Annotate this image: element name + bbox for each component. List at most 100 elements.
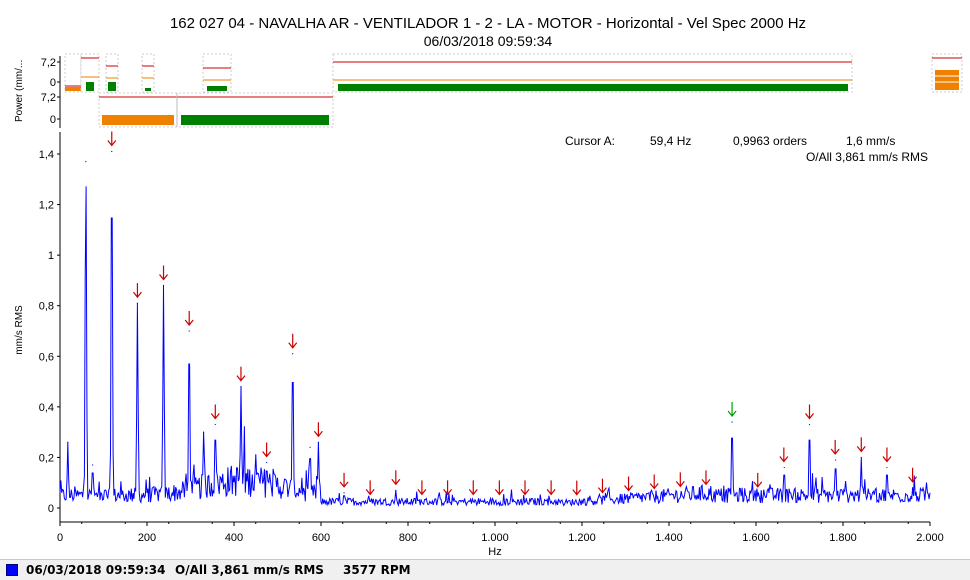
y-tick-label: 1,4 xyxy=(39,149,54,161)
y-axis-label: mm/s RMS xyxy=(14,305,25,355)
x-tick-label: 800 xyxy=(399,532,417,544)
x-tick-label: 1.600 xyxy=(742,532,770,544)
x-tick-label: 1.400 xyxy=(655,532,683,544)
x-tick-label: 600 xyxy=(312,532,330,544)
harmonic-marker xyxy=(753,472,763,488)
harmonic-marker xyxy=(107,131,117,147)
harmonic-marker xyxy=(468,480,478,496)
status-overall: O/All 3,861 mm/s RMS xyxy=(175,563,324,577)
spectrum-peak xyxy=(162,284,165,287)
harmonic-marker xyxy=(236,366,246,382)
spectrum-peak xyxy=(255,454,257,456)
spectrum-peak xyxy=(886,466,888,469)
harmonic-marker xyxy=(313,422,323,438)
spectrum-peak xyxy=(835,459,837,461)
chart-subtitle: 06/03/2018 09:59:34 xyxy=(424,33,553,49)
harmonic-marker xyxy=(365,480,375,496)
overall-value: O/All 3,861 mm/s RMS xyxy=(806,150,928,164)
x-tick-label: 400 xyxy=(225,532,243,544)
trend-upper-segment xyxy=(105,53,119,93)
spectrum-peak xyxy=(188,330,190,332)
status-rpm: 3577 RPM xyxy=(343,563,411,577)
y-tick-label: 1,2 xyxy=(39,200,54,212)
spectrum-peak xyxy=(343,492,345,494)
status-bar: 06/03/2018 09:59:34 O/All 3,861 mm/s RMS… xyxy=(0,559,970,580)
spectrum-peak xyxy=(92,464,94,466)
spectrum-peak xyxy=(136,302,139,304)
trend-upper-segment xyxy=(64,53,82,93)
spectrum-peak xyxy=(240,386,242,388)
spectrum-peak xyxy=(783,466,785,469)
harmonic-marker xyxy=(262,442,272,458)
x-tick-label: 1.800 xyxy=(829,532,857,544)
trend-upper-segment xyxy=(931,53,963,93)
spectrum-peak xyxy=(808,423,811,426)
harmonic-marker xyxy=(520,480,530,496)
spectrum-peak xyxy=(317,441,319,443)
spectrum-peak xyxy=(731,421,733,423)
harmonic-marker xyxy=(727,402,737,417)
cursor-orders: 0,9963 orders xyxy=(733,134,807,148)
chart-title: 162 027 04 - NAVALHA AR - VENTILADOR 1 -… xyxy=(170,15,806,32)
trend-tick-upper-high: 7,2 xyxy=(41,57,56,69)
harmonic-marker xyxy=(443,480,453,496)
harmonic-marker xyxy=(882,447,892,463)
harmonic-marker xyxy=(494,480,504,496)
trend-tick-upper-low: 0 xyxy=(50,77,56,89)
harmonic-marker xyxy=(649,474,659,490)
y-tick-label: 0,8 xyxy=(39,301,54,313)
cursor-frequency: 59,4 Hz xyxy=(650,134,691,148)
harmonic-marker xyxy=(546,480,556,496)
harmonic-marker xyxy=(288,333,298,349)
spectrum-peak xyxy=(757,492,759,494)
spectrum-peak xyxy=(111,150,113,153)
harmonic-marker xyxy=(805,404,814,420)
harmonic-marker xyxy=(572,480,582,496)
spectrum-peak xyxy=(202,431,205,433)
spectrum-peak xyxy=(860,456,862,459)
y-tick-label: 0 xyxy=(48,503,54,515)
status-date: 06/03/2018 09:59:34 xyxy=(26,563,166,577)
harmonic-marker xyxy=(830,439,840,455)
trend-upper-segment xyxy=(202,53,232,93)
x-tick-label: 200 xyxy=(138,532,156,544)
trend-tick-lower-low: 0 xyxy=(50,114,56,126)
x-axis-label: Hz xyxy=(488,546,501,558)
x-tick-label: 2.000 xyxy=(916,532,944,544)
harmonic-marker xyxy=(597,478,607,494)
trend-ylabel: Power (mm/... xyxy=(14,60,25,122)
x-tick-label: 1.200 xyxy=(568,532,596,544)
trend-upper-segment xyxy=(332,53,853,93)
harmonic-marker xyxy=(391,470,401,486)
harmonic-marker xyxy=(675,472,685,488)
spectrum-peak xyxy=(266,461,268,464)
trend-upper-segment xyxy=(80,53,100,93)
spectrum-peak xyxy=(395,489,397,491)
x-tick-label: 0 xyxy=(57,532,63,544)
series-color-swatch xyxy=(6,564,18,576)
y-tick-label: 1 xyxy=(48,250,54,262)
cursor-amplitude: 1,6 mm/s xyxy=(846,134,895,148)
trend-lower-band xyxy=(98,92,334,128)
harmonic-marker xyxy=(417,480,427,496)
harmonic-marker xyxy=(210,404,220,420)
spectrum-peak xyxy=(309,446,311,448)
spectrum-trace xyxy=(59,186,931,508)
spectrum-peak xyxy=(85,160,87,163)
harmonic-marker xyxy=(184,311,194,326)
harmonic-marker xyxy=(132,283,142,299)
harmonic-marker xyxy=(159,265,168,281)
y-tick-label: 0,4 xyxy=(39,402,54,414)
harmonic-marker xyxy=(779,447,789,463)
spectrum-peak xyxy=(292,353,294,355)
x-tick-label: 1.000 xyxy=(481,532,509,544)
spectrum-peak xyxy=(214,423,216,426)
harmonic-marker xyxy=(339,472,349,488)
y-tick-label: 0,6 xyxy=(39,351,54,363)
y-tick-label: 0,2 xyxy=(39,452,54,464)
harmonic-marker xyxy=(624,476,634,492)
trend-upper-segment xyxy=(141,53,155,93)
harmonic-marker xyxy=(701,470,711,486)
trend-tick-lower-high: 7,2 xyxy=(41,92,56,104)
